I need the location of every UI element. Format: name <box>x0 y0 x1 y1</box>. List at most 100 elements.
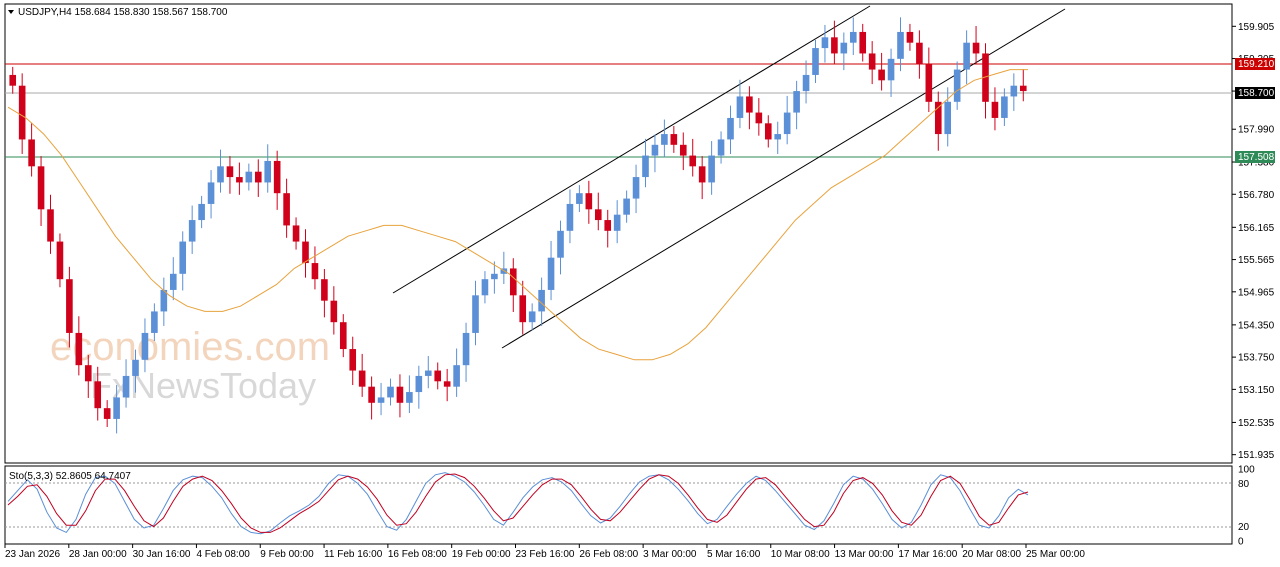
candle-body <box>840 42 848 54</box>
candle-body <box>859 31 867 54</box>
stoch-tick-label: 100 <box>1238 465 1255 476</box>
candle-body <box>717 139 725 156</box>
candle-body <box>547 257 555 290</box>
time-tick-label: 23 Jan 2026 <box>5 549 60 560</box>
candle-body <box>1019 85 1027 92</box>
candle-body <box>406 392 413 403</box>
candle-body <box>28 139 35 167</box>
candle-body <box>311 263 319 280</box>
candle-body <box>103 408 111 419</box>
candle-body <box>727 117 734 140</box>
main-chart-frame <box>4 3 1233 464</box>
candle-body <box>462 332 470 366</box>
candle-body <box>66 279 73 333</box>
candle-body <box>472 295 479 333</box>
channel-lower-trendline <box>501 8 1066 349</box>
price-tick-label: 156.780 <box>1238 190 1275 201</box>
candle-body <box>179 241 187 274</box>
price-tick-label: 153.150 <box>1238 385 1275 396</box>
candle-body <box>557 230 564 258</box>
candle-body <box>424 370 432 376</box>
candle-body <box>519 295 527 323</box>
candle-body <box>812 48 819 75</box>
candle-body <box>1001 96 1008 118</box>
candle-body <box>604 220 612 231</box>
stochastic-info: Sto(5,3,3) 52.8605 64.7407 <box>9 471 131 482</box>
candle-body <box>1010 85 1018 97</box>
candle-body <box>916 42 923 65</box>
candle-body <box>122 375 130 398</box>
price-tick-label: 153.750 <box>1238 353 1275 364</box>
candle-body <box>793 91 800 113</box>
level-label-159210: 159.210 <box>1238 59 1275 70</box>
time-tick-label: 5 Mar 16:00 <box>707 549 761 560</box>
candle-body <box>368 386 375 403</box>
candle-body <box>434 370 442 382</box>
candle-body <box>283 193 290 226</box>
time-tick-label: 20 Mar 08:00 <box>962 549 1021 560</box>
time-tick-label: 9 Feb 00:00 <box>260 549 314 560</box>
candle-body <box>953 69 961 102</box>
candle-body <box>236 177 243 183</box>
candle-body <box>991 101 999 118</box>
candle-body <box>18 85 26 140</box>
time-tick-label: 13 Mar 00:00 <box>835 549 894 560</box>
candle-body <box>453 365 460 387</box>
time-tick-label: 10 Mar 08:00 <box>771 549 830 560</box>
candle-body <box>292 225 300 242</box>
candle-body <box>84 365 92 382</box>
candle-body <box>245 171 253 183</box>
candle-body <box>585 193 593 210</box>
price-tick-label: 154.350 <box>1238 320 1275 331</box>
candle-body <box>849 31 857 43</box>
price-tick-label: 151.935 <box>1238 450 1275 461</box>
candle-body <box>37 166 45 210</box>
candle-body <box>188 220 196 242</box>
moving-average-line <box>7 69 1028 361</box>
candle-body <box>132 359 139 376</box>
candle-body <box>613 214 621 231</box>
price-tick-label: 157.380 <box>1238 158 1275 169</box>
candle-body <box>972 42 980 54</box>
candle-body <box>302 241 309 264</box>
candle-body <box>273 160 281 194</box>
candle-body <box>764 123 772 140</box>
candle-body <box>198 203 205 221</box>
candle-body <box>755 112 763 124</box>
stoch-tick-label: 20 <box>1238 522 1250 533</box>
candle-body <box>746 96 753 113</box>
candle-body <box>642 155 649 178</box>
candle-body <box>963 42 970 70</box>
stochastic-k-line <box>7 472 1029 535</box>
time-tick-label: 25 Mar 00:00 <box>1026 549 1085 560</box>
price-tick-label: 154.965 <box>1238 287 1275 298</box>
time-axis: 23 Jan 2026 28 Jan 00:00 30 Jan 16:00 4 Feb… <box>4 544 1085 560</box>
candle-body <box>56 241 64 280</box>
candle-body <box>670 134 678 145</box>
candle-body <box>254 171 262 183</box>
candle-body <box>9 74 17 86</box>
candle-body <box>632 177 640 199</box>
candle-body <box>217 166 224 183</box>
candle-body <box>481 279 489 296</box>
candle-body <box>982 53 989 102</box>
time-tick-label: 28 Jan 00:00 <box>69 549 127 560</box>
level-label-157508: 157.508 <box>1238 152 1275 163</box>
candle-body <box>925 64 933 102</box>
candle-body <box>207 182 215 204</box>
candle-body <box>831 37 838 54</box>
channel-upper-trendline <box>392 5 871 294</box>
time-tick-label: 11 Feb 16:00 <box>324 549 383 560</box>
candle-body <box>387 386 394 398</box>
level-label-158700: 158.700 <box>1238 88 1275 99</box>
symbol-dropdown-icon[interactable] <box>8 10 14 14</box>
candle-body <box>783 112 791 135</box>
price-tick-label: 157.990 <box>1238 125 1275 136</box>
candle-body <box>623 198 630 215</box>
candle-body <box>538 289 545 312</box>
candle-body <box>113 397 120 419</box>
candle-body <box>897 31 904 59</box>
time-tick-label: 4 Feb 08:00 <box>196 549 250 560</box>
candle-body <box>887 58 895 81</box>
